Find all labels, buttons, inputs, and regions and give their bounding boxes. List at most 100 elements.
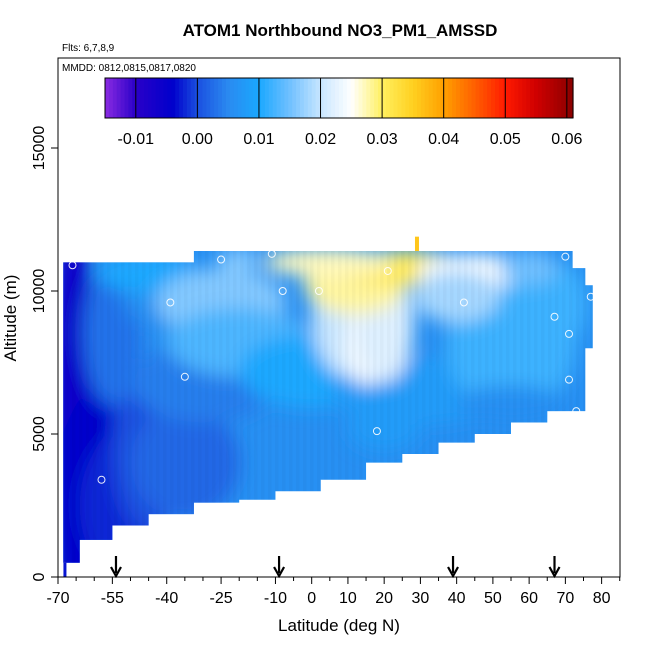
flight-marker-head: [110, 566, 122, 579]
colorbar-segment: [151, 78, 157, 118]
top-sample-bar: [414, 236, 419, 251]
colorbar-segment: [198, 78, 204, 118]
colorbar-segment: [155, 78, 161, 118]
colorbar-segment: [190, 78, 196, 118]
cell-column: [597, 58, 601, 577]
colorbar-segment: [545, 78, 551, 118]
colorbar-segment: [268, 78, 274, 118]
colorbar-segment: [350, 78, 356, 118]
colorbar-segment: [467, 78, 473, 118]
flight-markers: [110, 556, 561, 579]
colorbar-segment: [514, 78, 519, 118]
cell-column: [345, 58, 349, 577]
colorbar-segment: [428, 78, 434, 118]
cell-column: [156, 58, 160, 577]
sample-point: [383, 266, 392, 275]
colorbar-segment: [444, 78, 449, 118]
cell-column: [226, 58, 230, 577]
sample-point: [314, 287, 323, 295]
colorbar-segment: [249, 78, 254, 118]
colorbar-segment: [307, 78, 313, 118]
data-curtain: [63, 58, 608, 577]
colorbar: -0.01 0.00 0.01 0.02 0.03 0.04 0.05 0.06: [104, 77, 583, 148]
sample-point: [586, 292, 595, 301]
cell-column: [464, 58, 468, 577]
cell-column: [471, 58, 475, 577]
colorbar-segment: [116, 78, 122, 118]
colorbar-segment: [327, 78, 332, 118]
x-tick-label: 80: [593, 590, 611, 607]
colorbar-segment: [264, 78, 270, 118]
colorbar-tick-label: -0.01: [118, 131, 155, 148]
colorbar-segment: [272, 78, 278, 118]
cell-column: [590, 58, 594, 577]
x-tick-label: 50: [484, 590, 502, 607]
colorbar-segment: [323, 78, 328, 118]
sample-point: [459, 298, 468, 307]
cell-column: [408, 58, 412, 577]
x-tick-label: 10: [339, 590, 357, 607]
colorbar-segment: [397, 78, 402, 118]
cell-column: [86, 58, 90, 577]
field-blob: [500, 250, 559, 286]
colorbar-tick-label: 0.04: [428, 131, 459, 148]
cell-column: [170, 58, 174, 577]
colorbar-segment: [261, 78, 266, 118]
sample-point: [180, 372, 189, 381]
field-blob: [413, 270, 501, 323]
colorbar-segment: [296, 78, 301, 118]
cell-column: [72, 58, 76, 577]
colorbar-tick-label: 0.06: [551, 131, 582, 148]
colorbar-segment: [159, 78, 165, 118]
colorbar-segment: [108, 78, 114, 118]
field-blob: [347, 405, 421, 452]
colorbar-segment: [495, 78, 500, 118]
cell-column: [233, 58, 237, 577]
colorbar-segment: [112, 78, 118, 118]
colorbar-segment: [561, 78, 566, 118]
colorbar-segment: [413, 78, 418, 118]
field-blob: [456, 385, 566, 420]
sample-point: [550, 312, 559, 321]
sample-point: [372, 427, 381, 436]
colorbar-segment: [565, 78, 570, 118]
y-tick-label: 10000: [31, 269, 48, 314]
colorbar-segment: [553, 78, 558, 118]
colorbar-segment: [132, 78, 137, 118]
colorbar-segment: [147, 78, 153, 118]
dates-note: MMDD: 0812,0815,0817,0820: [62, 63, 196, 74]
colorbar-segment: [358, 78, 363, 118]
colorbar-segment: [253, 78, 258, 118]
colorbar-segment: [288, 78, 293, 118]
colorbar-segment: [491, 78, 496, 118]
colorbar-segment: [140, 78, 145, 118]
sample-point: [217, 255, 226, 264]
y-tick-label: 5000: [31, 416, 48, 452]
sample-point: [68, 261, 77, 270]
colorbar-tick-label: 0.02: [305, 131, 336, 148]
colorbar-segment: [417, 78, 422, 118]
colorbar-frame: [104, 77, 574, 119]
colorbar-segment: [335, 78, 340, 118]
cell-column: [478, 58, 482, 577]
colorbar-segment: [300, 78, 305, 118]
x-tick-label: 70: [556, 590, 574, 607]
colorbar-segment: [471, 78, 477, 118]
colorbar-segment: [370, 78, 375, 118]
sample-point: [561, 252, 570, 261]
colorbar-segment: [183, 78, 188, 118]
y-axis: 0 5000 10000 15000: [31, 126, 58, 581]
y-tick-label: 0: [31, 572, 48, 581]
colorbar-segment: [530, 78, 535, 118]
colorbar-segment: [218, 78, 223, 118]
colorbar-segment: [284, 78, 289, 118]
cell-column: [604, 58, 608, 577]
colorbar-segment: [557, 78, 562, 118]
cell-column: [282, 58, 286, 577]
colorbar-segment: [120, 78, 126, 118]
x-tick-label: -55: [101, 590, 124, 607]
colorbar-segment: [105, 78, 110, 118]
colorbar-segment: [456, 78, 461, 118]
colorbar-segment: [432, 78, 438, 118]
